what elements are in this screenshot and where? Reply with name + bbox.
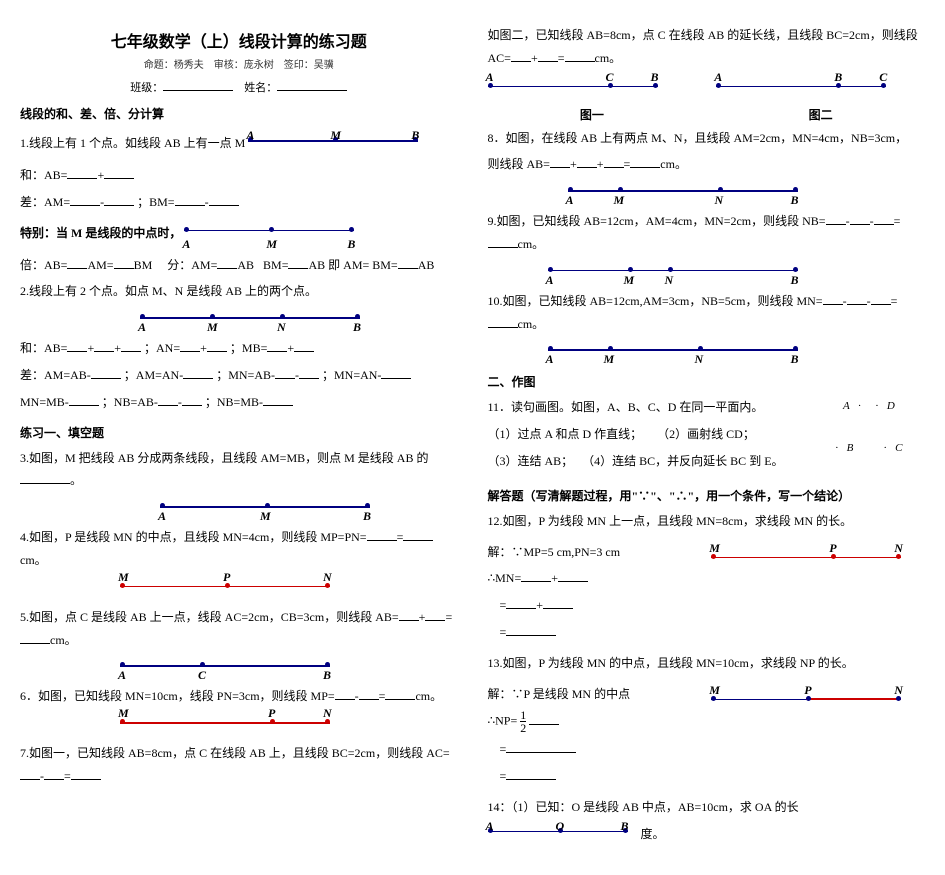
q12-fig: M P N xyxy=(711,547,925,571)
q12: 12.如图，P 为线段 MN 上一点，且线段 MN=8cm，求线段 MN 的长。 xyxy=(488,510,926,533)
q8-fig: A M N B xyxy=(568,180,808,204)
q12-mn: ∴MN=+ xyxy=(488,567,702,590)
name-label: 姓名： xyxy=(244,82,277,94)
q12-eq1: =+ xyxy=(488,594,702,617)
section-3: 解答题（写清解题过程，用"∵"、"∴"，用一个条件，写一个结论） xyxy=(488,487,926,504)
q13-sol: 解：∵P 是线段 MN 的中点 xyxy=(488,683,702,706)
q13-fig: M P N xyxy=(711,689,925,713)
q14: 14：（1）已知：O 是线段 AB 中点，AB=10cm，求 OA 的长 A O… xyxy=(488,796,926,851)
q7: 7.如图一，已知线段 AB=8cm，点 C 在线段 AB 上，且线段 BC=2c… xyxy=(20,742,458,788)
class-label: 班级： xyxy=(130,82,163,94)
section-2: 二、作图 xyxy=(488,373,926,390)
q1-he: 和：AB=+ xyxy=(20,164,458,187)
q2-line3: MN=MB- ；NB=AB-- ；NB=MB- xyxy=(20,391,458,414)
q12-sol: 解：∵MP=5 cm,PN=3 cm xyxy=(488,541,702,564)
meta-line: 班级： 姓名： xyxy=(20,79,458,95)
page-title: 七年级数学（上）线段计算的练习题 xyxy=(20,28,458,52)
q3-fig: A M B xyxy=(160,496,380,520)
q2-he: 和：AB=++ ；AN=+ ；MB=+ xyxy=(20,337,458,360)
q13: 13.如图，P 为线段 MN 的中点，且线段 MN=10cm，求线段 NP 的长… xyxy=(488,652,926,675)
q4-fig: M P N xyxy=(120,576,340,600)
r1-figs: A C B 图一 A B C 图二 xyxy=(488,74,926,123)
q12-eq2: = xyxy=(488,621,702,644)
q3: 3.如图，M 把线段 AB 分成两条线段，且线段 AM=MB，则点 M 是线段 … xyxy=(20,447,458,493)
q2-cha: 差：AM=AB- ；AM=AN- ；MN=AB-- ；MN=AN- xyxy=(20,364,458,387)
subtitle: 命题：杨秀夫 审核：庞永树 签印：吴骥 xyxy=(20,56,458,71)
exercise-head: 练习一、填空题 xyxy=(20,424,458,441)
section-1: 线段的和、差、倍、分计算 xyxy=(20,105,458,122)
q13-eq2: = xyxy=(488,765,702,788)
q10: 10.如图，已知线段 AB=12cm,AM=3cm，NB=5cm，则线段 MN=… xyxy=(488,290,926,336)
q1-bei-fen: 倍：AB=AM=BM 分：AM=AB BM=AB 即 AM= BM=AB xyxy=(20,254,458,277)
q4: 4.如图，P 是线段 MN 的中点，且线段 MN=4cm，则线段 MP=PN==… xyxy=(20,526,458,572)
q9: 9.如图，已知线段 AB=12cm，AM=4cm，MN=2cm，则线段 NB=-… xyxy=(488,210,926,256)
q10-fig: A M N B xyxy=(548,339,808,363)
q8-a: 8．如图，在线段 AB 上有两点 M、N，且线段 AM=2cm，MN=4cm，N… xyxy=(488,127,926,150)
q13-np: ∴NP= 1 2 xyxy=(488,709,702,734)
q8-b: 则线段 AB=++=cm。 xyxy=(488,153,926,176)
r1: 如图二，已知线段 AB=8cm，点 C 在线段 AB 的延长线，且线段 BC=2… xyxy=(488,24,926,70)
q11-points: A· ·D ·B ·C xyxy=(835,400,925,454)
q2-fig: A M N B xyxy=(140,307,370,331)
q9-fig: A M N B xyxy=(548,260,808,284)
q2-text: 2.线段上有 2 个点。如点 M、N 是线段 AB 上的两个点。 xyxy=(20,280,458,303)
q6-fig: M P N xyxy=(120,712,340,736)
q6: 6．如图，已知线段 MN=10cm，线段 PN=3cm，则线段 MP=-=cm。 xyxy=(20,685,458,708)
q5-fig: A C B xyxy=(120,655,340,679)
q1-special: 特别：当 M 是线段的中点时， A M B xyxy=(20,218,458,250)
q1-cha: 差：AM=- ；BM=- xyxy=(20,191,458,214)
q1-text: 1.线段上有 1 个点。如线段 AB 上有一点 M A M B xyxy=(20,128,458,160)
q13-eq1: = xyxy=(488,738,702,761)
q5: 5.如图，点 C 是线段 AB 上一点，线段 AC=2cm，CB=3cm，则线段… xyxy=(20,606,458,652)
